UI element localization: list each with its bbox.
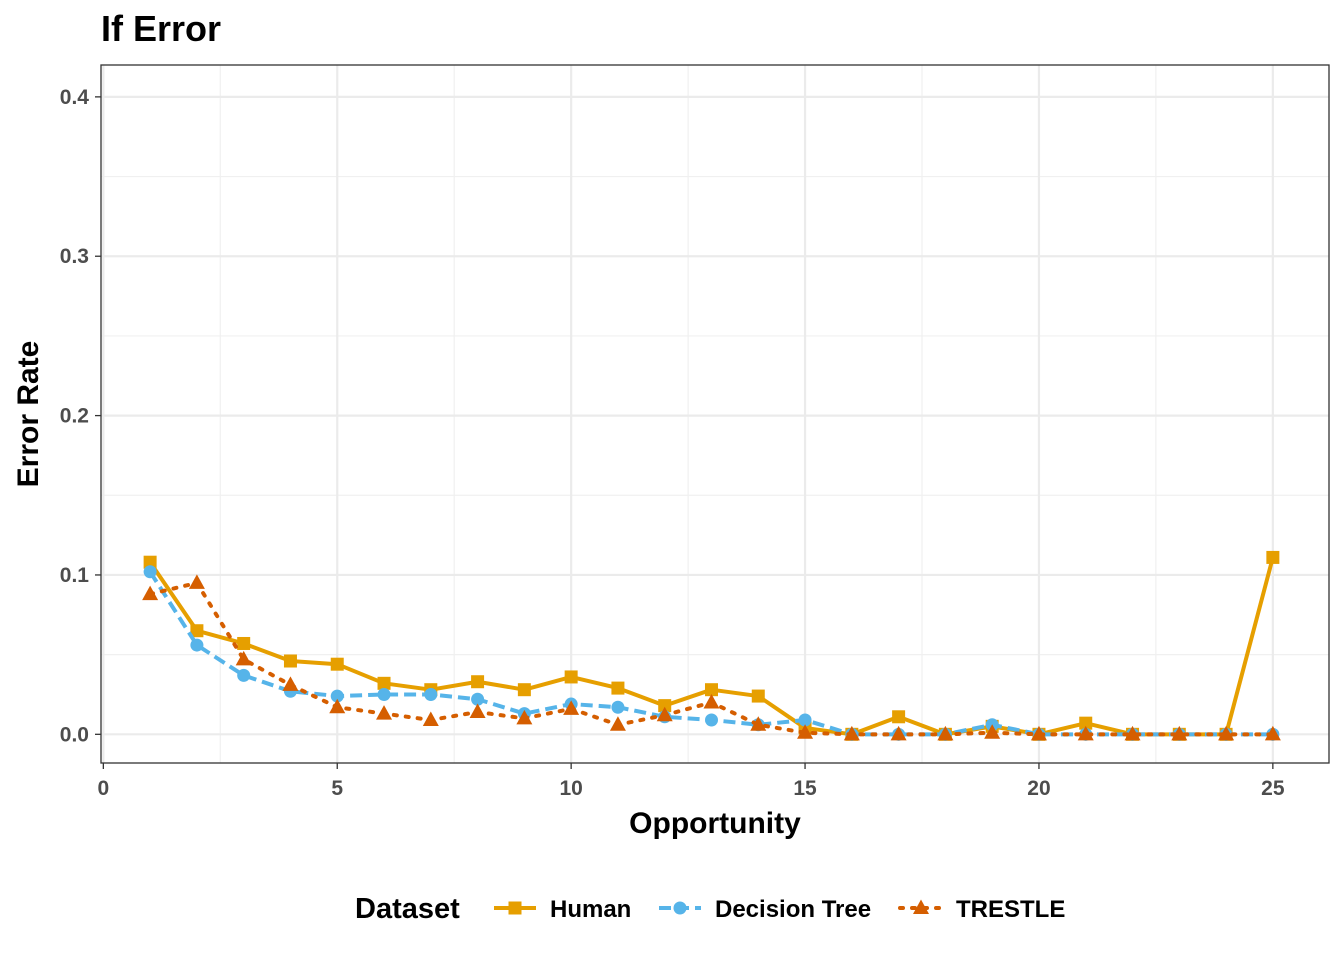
data-point-decision-tree	[704, 713, 718, 727]
panel-border	[100, 64, 1330, 764]
data-point-trestle	[376, 705, 393, 720]
series-decision-tree	[143, 565, 1280, 741]
data-point-trestle	[703, 693, 720, 709]
y-tick-label: 0.4	[60, 86, 90, 109]
data-point-human	[892, 710, 906, 724]
data-point-trestle	[609, 716, 626, 731]
data-point-decision-tree	[190, 638, 204, 652]
legend-item-human: Human	[494, 896, 631, 923]
data-point-trestle	[890, 725, 907, 741]
data-point-trestle	[469, 703, 486, 719]
legend-key-marker	[673, 901, 687, 915]
data-point-trestle	[188, 574, 205, 589]
data-point-decision-tree	[143, 565, 157, 579]
data-point-trestle	[1030, 725, 1047, 741]
data-point-human	[283, 654, 297, 668]
legend-key-marker	[913, 899, 929, 914]
data-point-trestle	[937, 725, 954, 741]
data-point-trestle	[656, 706, 673, 722]
series-trestle	[142, 574, 1281, 741]
data-point-human	[237, 636, 251, 650]
data-point-trestle	[1171, 725, 1188, 741]
data-point-decision-tree	[330, 689, 344, 703]
data-point-decision-tree	[471, 692, 485, 706]
y-tick-label: 0.0	[60, 723, 89, 746]
major-gridlines	[101, 65, 1329, 763]
data-point-trestle	[1077, 725, 1094, 741]
data-point-trestle	[984, 724, 1001, 739]
legend-label: Decision Tree	[715, 896, 871, 923]
data-point-trestle	[843, 725, 860, 741]
data-point-trestle	[750, 716, 767, 731]
data-point-human	[190, 624, 204, 638]
data-point-human	[471, 675, 485, 689]
data-point-trestle	[142, 585, 159, 601]
data-point-trestle	[516, 709, 533, 725]
legend-label: TRESTLE	[956, 896, 1065, 923]
data-point-trestle	[563, 700, 580, 715]
y-tick-label: 0.3	[60, 245, 89, 268]
y-axis-title: Error Rate	[12, 341, 45, 488]
legend: Dataset Human Decision Tree TRESTLE	[355, 893, 1065, 925]
data-point-human	[1079, 716, 1093, 730]
y-tick-label: 0.1	[60, 564, 90, 587]
data-point-trestle	[235, 650, 252, 666]
series-line-decision-tree	[148, 570, 1273, 737]
legend-item-trestle: TRESTLE	[898, 896, 1065, 923]
data-point-decision-tree	[424, 687, 438, 701]
series-layer	[142, 550, 1281, 741]
chart-title: If Error	[101, 8, 222, 49]
x-tick-label: 25	[1261, 777, 1285, 800]
data-point-human	[143, 555, 157, 569]
data-point-human	[377, 676, 391, 690]
legend-key-marker	[508, 901, 522, 915]
legend-item-decision-tree: Decision Tree	[659, 896, 871, 923]
x-tick-label: 5	[331, 777, 343, 800]
data-point-trestle	[282, 676, 299, 691]
x-tick-label: 20	[1027, 777, 1050, 800]
data-point-trestle	[329, 698, 346, 714]
x-axis: 0 5 10 15 20 25	[97, 763, 1285, 800]
series-line-trestle	[148, 580, 1275, 737]
x-tick-label: 0	[97, 777, 109, 800]
data-point-decision-tree	[237, 668, 251, 682]
data-point-trestle	[1264, 725, 1281, 741]
data-point-trestle	[1218, 725, 1235, 741]
x-axis-title: Opportunity	[629, 807, 801, 840]
data-point-decision-tree	[798, 713, 812, 727]
x-tick-label: 15	[793, 777, 817, 800]
x-tick-label: 10	[559, 777, 582, 800]
y-axis: 0.0 0.1 0.2 0.3 0.4	[60, 86, 101, 746]
data-point-trestle	[1124, 725, 1141, 741]
data-point-decision-tree	[377, 687, 391, 701]
data-point-human	[658, 699, 672, 713]
data-point-human	[330, 657, 344, 671]
series-human	[143, 550, 1280, 741]
data-point-human	[751, 689, 765, 703]
minor-gridlines	[101, 65, 1329, 763]
data-point-human	[564, 670, 578, 684]
data-point-decision-tree	[611, 700, 625, 714]
data-point-human	[704, 683, 718, 697]
y-tick-label: 0.2	[60, 405, 89, 428]
legend-title: Dataset	[355, 893, 460, 925]
data-point-trestle	[797, 724, 814, 739]
legend-label: Human	[550, 896, 631, 923]
data-point-human	[1266, 550, 1280, 564]
data-point-human	[517, 683, 531, 697]
data-point-trestle	[422, 711, 439, 726]
data-point-human	[611, 681, 625, 695]
